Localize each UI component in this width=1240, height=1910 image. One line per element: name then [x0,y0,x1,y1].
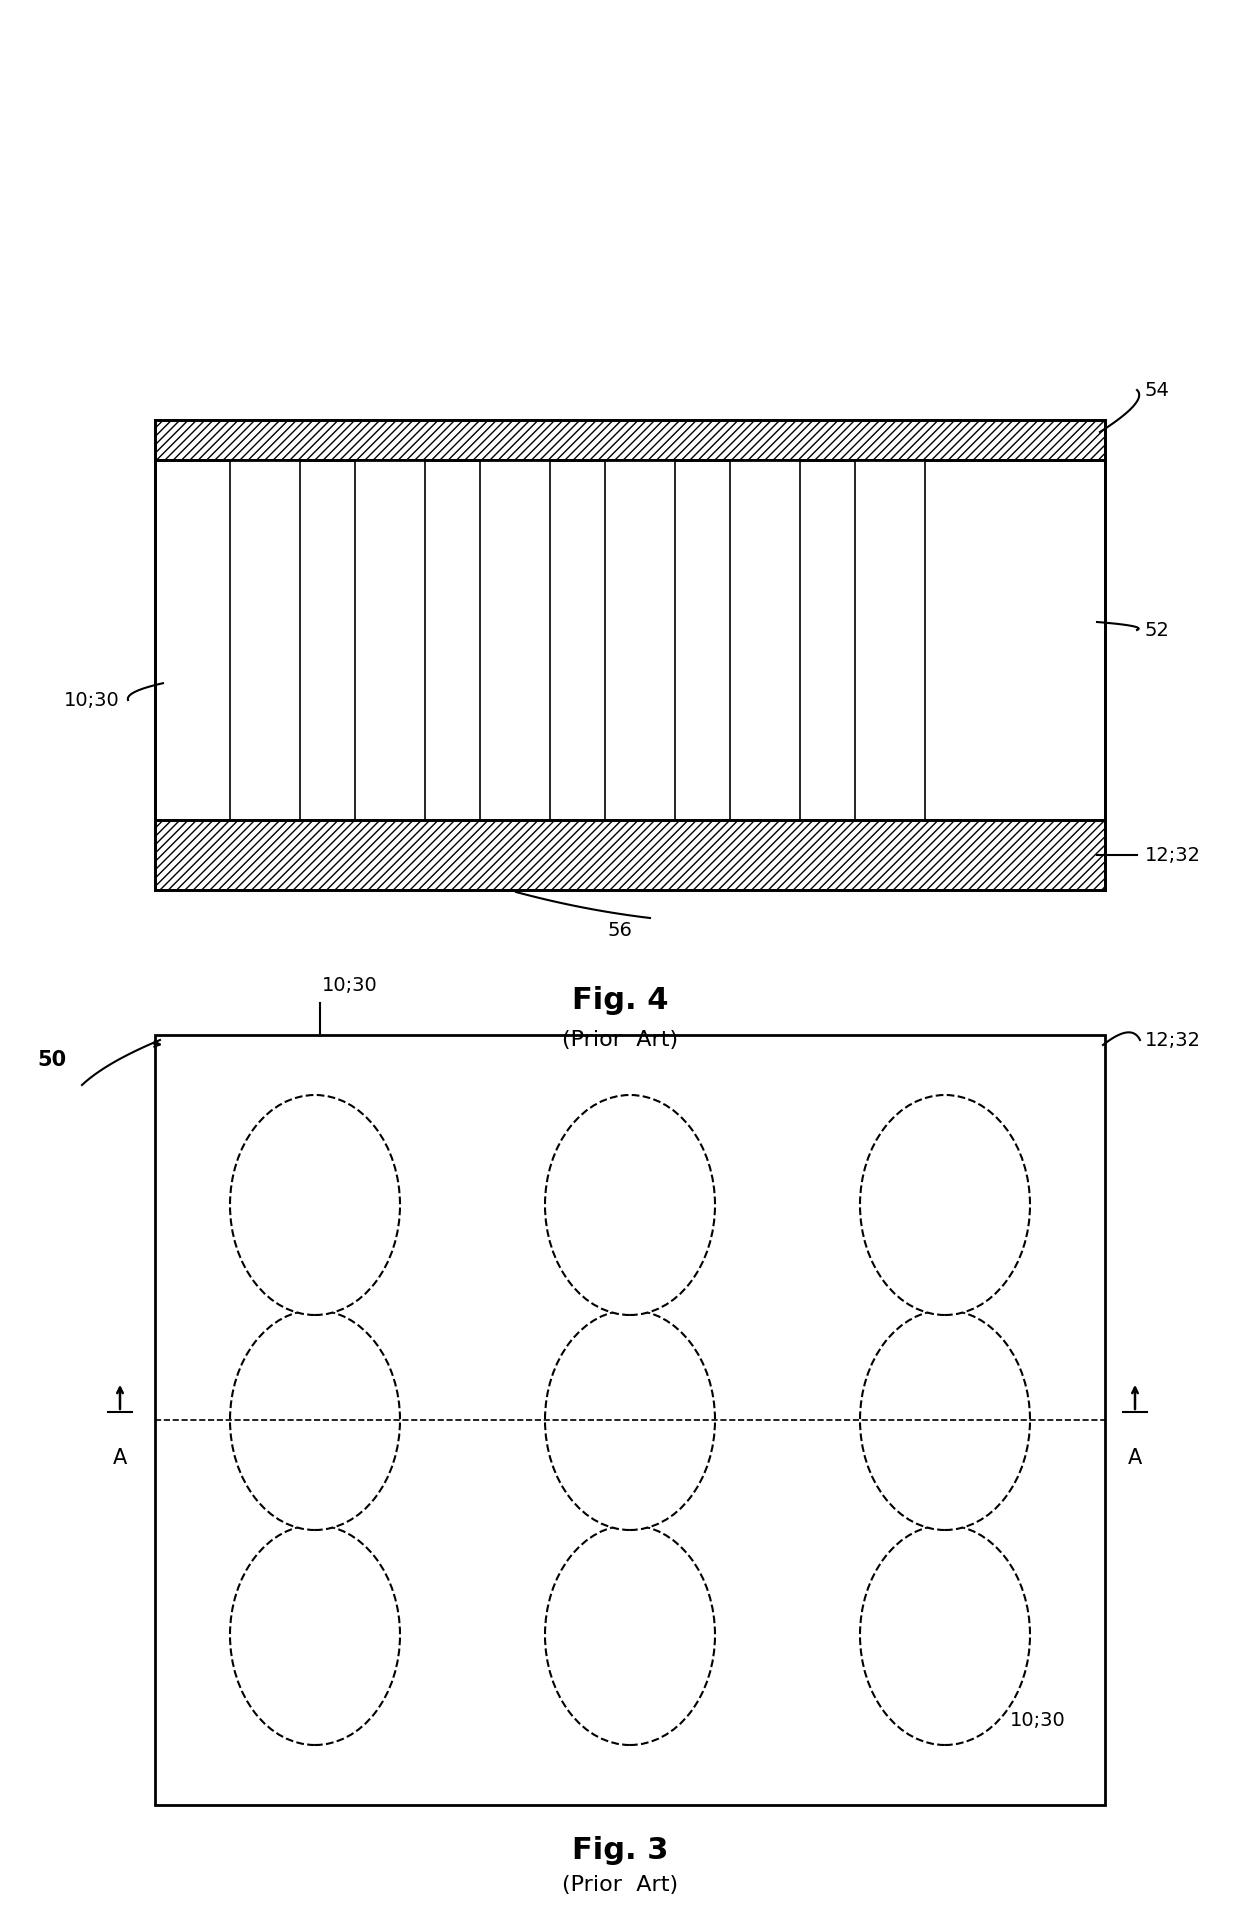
Ellipse shape [546,1094,715,1314]
Ellipse shape [229,1524,401,1746]
Bar [229,460,300,819]
Bar [155,819,1105,890]
Text: 12;32: 12;32 [1145,1031,1202,1049]
Ellipse shape [861,1524,1030,1746]
Bar [856,460,925,819]
Ellipse shape [546,1524,715,1746]
Text: A: A [1128,1448,1142,1469]
Bar [155,420,1105,460]
Text: 50: 50 [37,1050,67,1070]
Text: (Prior  Art): (Prior Art) [562,1876,678,1895]
Text: Fig. 4: Fig. 4 [572,986,668,1014]
Bar [155,1035,1105,1805]
Text: Fig. 3: Fig. 3 [572,1836,668,1864]
Text: 10;30: 10;30 [1011,1711,1065,1729]
Bar [355,460,425,819]
Text: 52: 52 [1145,621,1169,640]
Bar [480,460,551,819]
Bar [155,420,1105,890]
Text: 54: 54 [1145,380,1169,399]
Text: 12;32: 12;32 [1145,846,1202,865]
Ellipse shape [861,1310,1030,1530]
Text: (Prior  Art): (Prior Art) [562,1029,678,1050]
Bar [605,460,675,819]
Bar [155,460,1105,819]
Text: 10;30: 10;30 [322,976,378,995]
Text: 10;30: 10;30 [64,691,120,709]
Bar [730,460,800,819]
Ellipse shape [229,1310,401,1530]
Ellipse shape [861,1094,1030,1314]
Text: 56: 56 [608,921,632,940]
Ellipse shape [229,1094,401,1314]
Text: A: A [113,1448,128,1469]
Ellipse shape [546,1310,715,1530]
